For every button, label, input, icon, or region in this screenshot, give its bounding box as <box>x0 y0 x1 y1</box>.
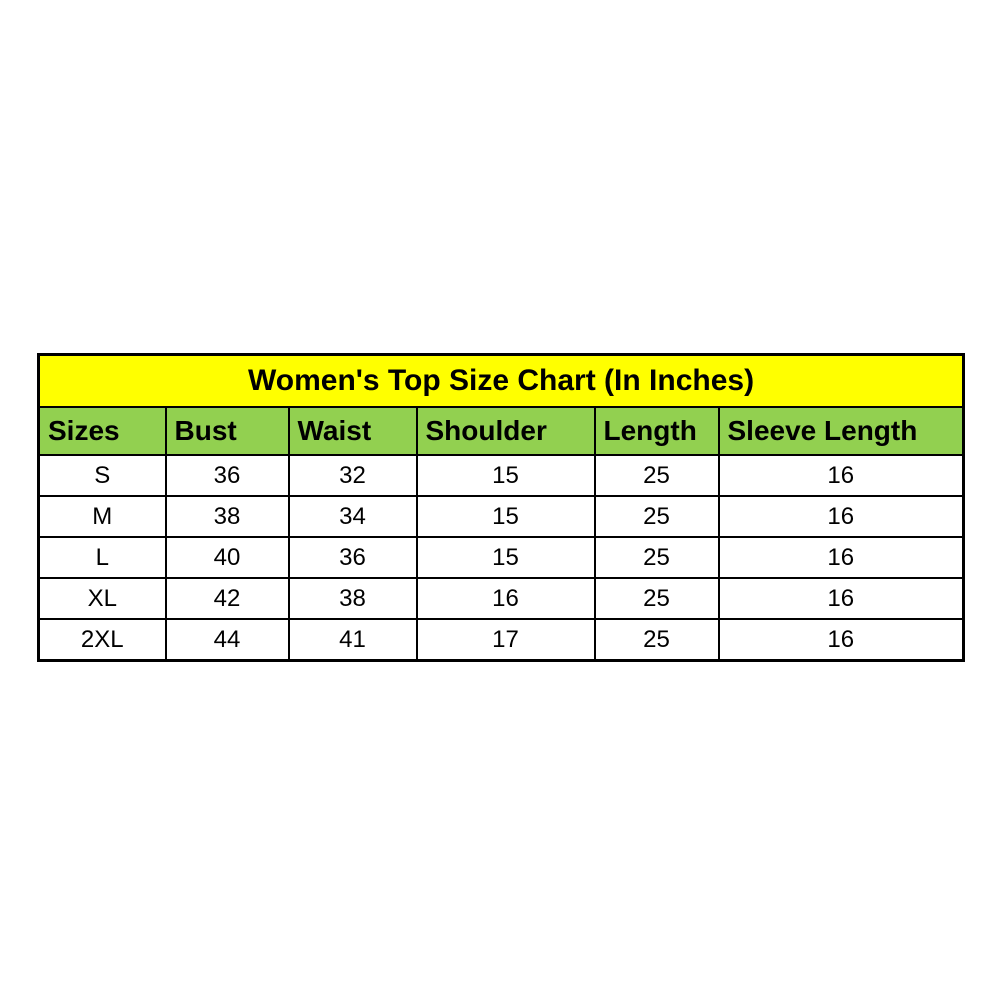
table-title: Women's Top Size Chart (In Inches) <box>37 353 965 408</box>
size-chart-table: Women's Top Size Chart (In Inches) Sizes… <box>37 353 966 662</box>
bust-cell: 38 <box>164 495 290 538</box>
length-cell: 25 <box>593 454 720 497</box>
waist-cell: 32 <box>287 454 418 497</box>
table-row-m: M 38 34 15 25 16 <box>37 495 965 538</box>
shoulder-cell: 15 <box>415 495 596 538</box>
shoulder-cell: 17 <box>415 618 596 662</box>
size-cell: L <box>37 536 167 579</box>
length-cell: 25 <box>593 536 720 579</box>
table-row-l: L 40 36 15 25 16 <box>37 536 965 579</box>
waist-cell: 34 <box>287 495 418 538</box>
waist-cell: 36 <box>287 536 418 579</box>
table-row-s: S 36 32 15 25 16 <box>37 454 965 497</box>
bust-cell: 42 <box>164 577 290 620</box>
bust-cell: 40 <box>164 536 290 579</box>
waist-cell: 41 <box>287 618 418 662</box>
sleeve-length-cell: 16 <box>717 536 965 579</box>
header-row: Sizes Bust Waist Shoulder Length Sleeve … <box>37 406 965 456</box>
waist-cell: 38 <box>287 577 418 620</box>
size-cell: M <box>37 495 167 538</box>
length-cell: 25 <box>593 495 720 538</box>
column-header-sizes: Sizes <box>37 406 167 456</box>
sleeve-length-cell: 16 <box>717 618 965 662</box>
length-cell: 25 <box>593 618 720 662</box>
table-row-xl: XL 42 38 16 25 16 <box>37 577 965 620</box>
title-row: Women's Top Size Chart (In Inches) <box>37 353 965 408</box>
column-header-bust: Bust <box>164 406 290 456</box>
column-header-shoulder: Shoulder <box>415 406 596 456</box>
table-row-2xl: 2XL 44 41 17 25 16 <box>37 618 965 662</box>
size-cell: 2XL <box>37 618 167 662</box>
shoulder-cell: 15 <box>415 454 596 497</box>
bust-cell: 44 <box>164 618 290 662</box>
size-cell: XL <box>37 577 167 620</box>
sleeve-length-cell: 16 <box>717 454 965 497</box>
column-header-sleeve-length: Sleeve Length <box>717 406 965 456</box>
sleeve-length-cell: 16 <box>717 577 965 620</box>
size-cell: S <box>37 454 167 497</box>
column-header-length: Length <box>593 406 720 456</box>
sleeve-length-cell: 16 <box>717 495 965 538</box>
shoulder-cell: 15 <box>415 536 596 579</box>
column-header-waist: Waist <box>287 406 418 456</box>
length-cell: 25 <box>593 577 720 620</box>
bust-cell: 36 <box>164 454 290 497</box>
shoulder-cell: 16 <box>415 577 596 620</box>
